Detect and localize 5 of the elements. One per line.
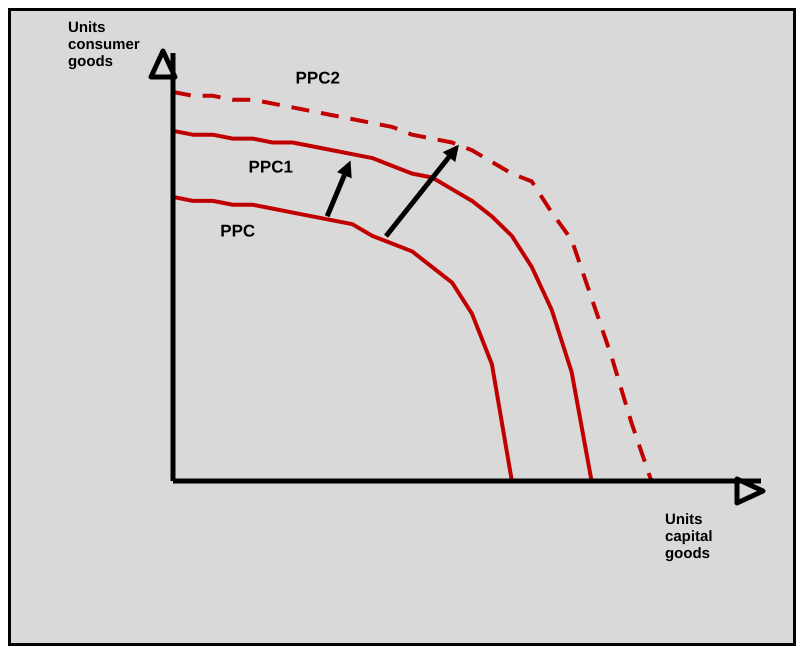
series-label: PPC2 [296, 68, 340, 88]
y-axis-title: Units consumer goods [68, 19, 141, 70]
x-axis-title: Units capital goods [665, 511, 714, 562]
series-label: PPC1 [248, 158, 293, 177]
series-label: PPC [220, 222, 256, 241]
